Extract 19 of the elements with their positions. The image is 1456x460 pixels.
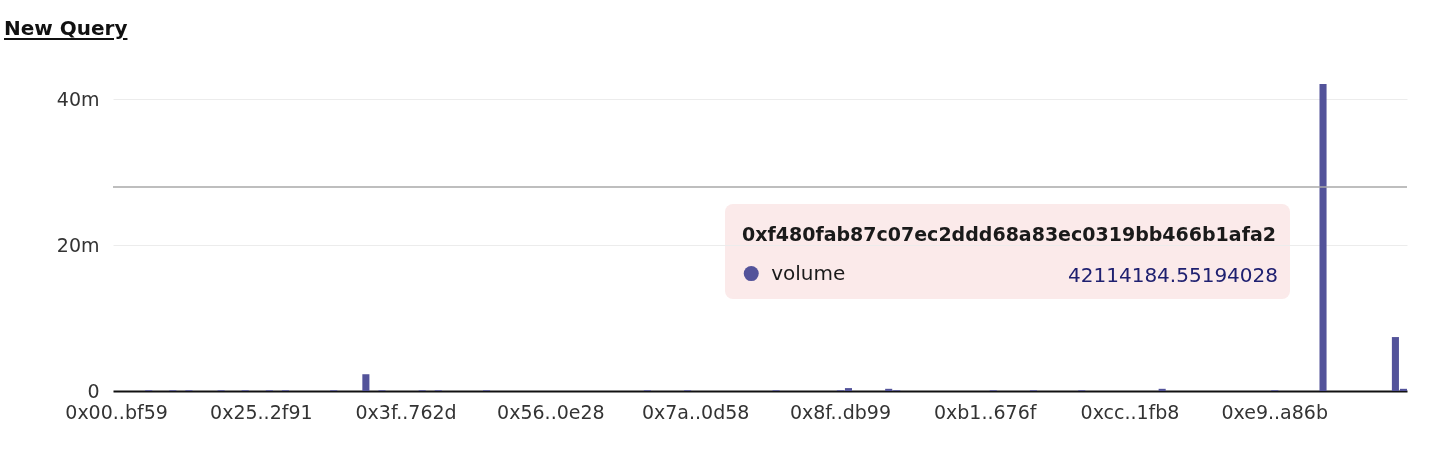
y-tick-label: 40m <box>56 87 100 110</box>
legend-label: volume <box>771 260 846 285</box>
x-tick-label: 0x8f..db99 <box>789 400 891 423</box>
chart-title: New Query <box>4 16 128 40</box>
x-tick-label: 0x3f..762d <box>355 400 457 423</box>
x-tick-label: 0x25..2f91 <box>210 400 313 423</box>
x-tick-label: 0xe9..a86b <box>1221 400 1329 423</box>
x-tick-label: 0x00..bf59 <box>65 400 168 423</box>
y-tick-label: 20m <box>56 233 100 256</box>
x-tick-label: 0xb1..676f <box>933 400 1038 423</box>
bar <box>1319 84 1327 391</box>
bar <box>1158 388 1166 391</box>
x-tick-label: 0x7a..0d58 <box>641 400 750 423</box>
annotation: 42114184.55194028 <box>1068 263 1278 287</box>
x-tick-label: 0xcc..1fb8 <box>1080 400 1180 423</box>
x-tick-label: 0x56..0e28 <box>497 400 605 423</box>
annotation: 0xf480fab87c07ec2ddd68a83ec0319bb466b1afa2 <box>742 223 1276 245</box>
bar <box>362 374 370 391</box>
y-tick-label: 0 <box>87 379 100 402</box>
